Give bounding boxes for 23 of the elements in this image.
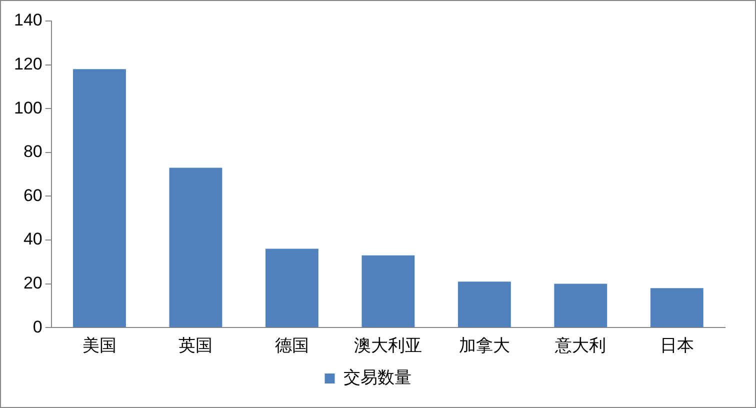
y-tick-label: 60 [23,186,42,205]
x-tick-label: 德国 [274,336,309,356]
x-tick-label: 加拿大 [458,336,510,356]
bar [458,282,511,328]
y-tick-label: 120 [14,54,42,74]
x-tick-label: 意大利 [554,336,606,356]
bar [265,248,318,328]
bar [650,288,704,328]
x-tick-label: 澳大利亚 [354,336,422,356]
y-tick-label: 80 [23,142,42,162]
y-tick-label: 0 [32,317,42,336]
y-tick-label: 140 [14,10,42,30]
x-tick-label: 日本 [660,336,694,356]
y-tick-label: 20 [23,273,42,292]
legend-label: 交易数量 [343,368,412,388]
x-tick-label: 英国 [178,336,213,356]
bar [362,255,415,328]
bar [73,69,126,328]
y-tick-label: 100 [14,98,42,118]
x-tick-label: 美国 [82,336,116,356]
y-tick-label: 40 [23,230,42,249]
bar [554,284,608,328]
bar [169,168,222,328]
